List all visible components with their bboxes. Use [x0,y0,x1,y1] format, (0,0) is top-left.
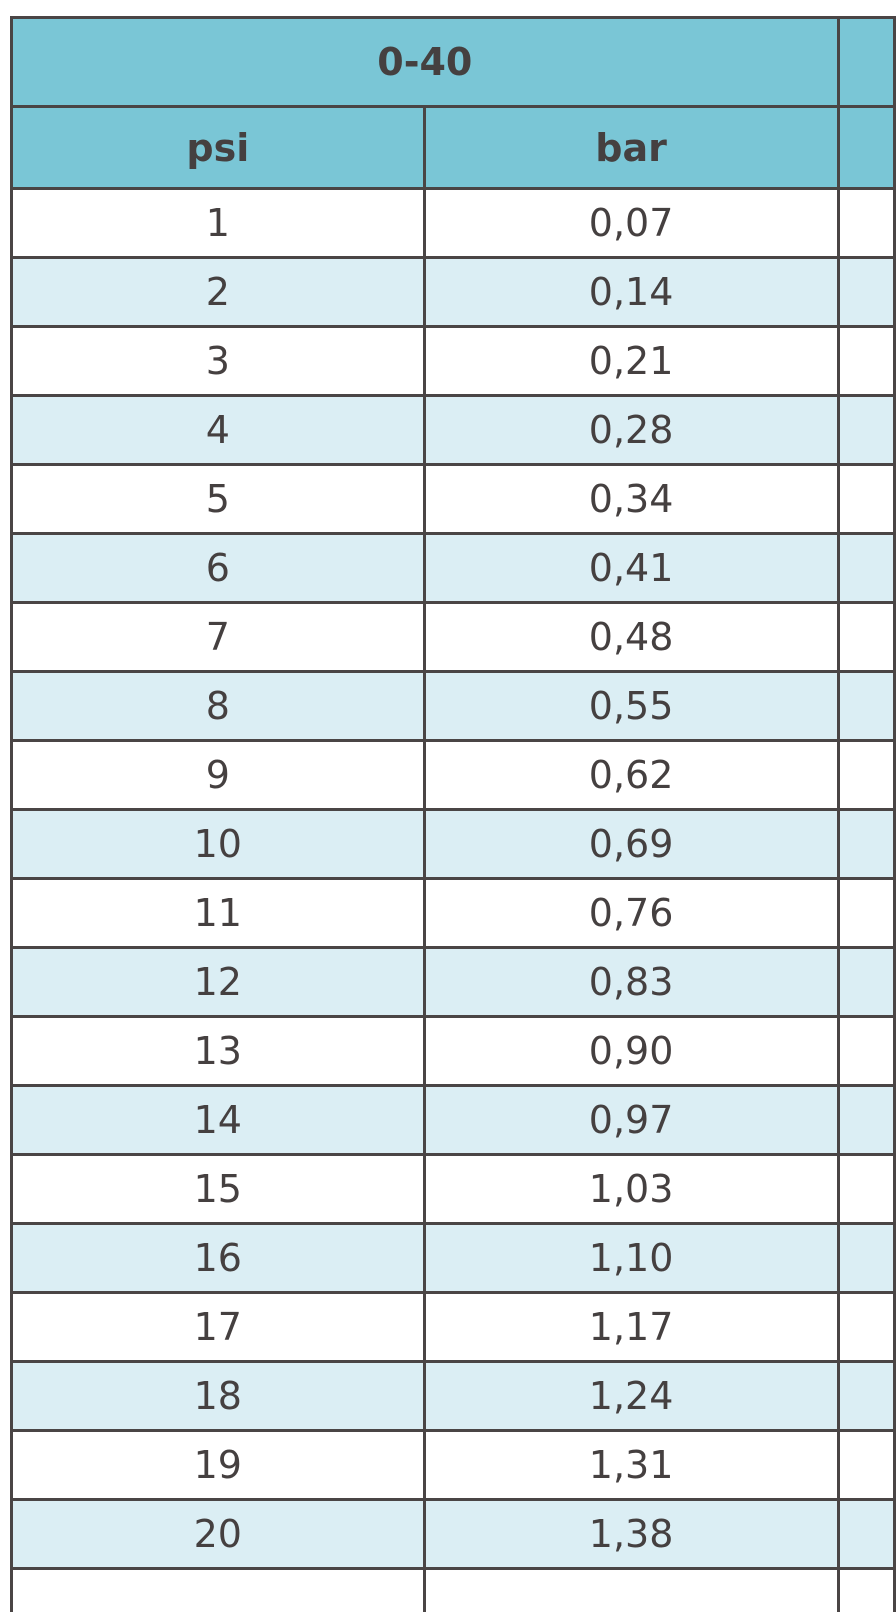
psi-cell: 3 [10,325,426,397]
table-row: 15 1,03 [10,1153,896,1225]
psi-bar-conversion-table: 0-40 psi bar 1 0,07 2 0,14 3 0,21 4 0,28 5 0,34 6 0… [10,16,896,1612]
psi-cell: 17 [10,1291,426,1363]
psi-cell: 16 [10,1222,426,1294]
table-row: 2 0,14 [10,256,896,328]
next-column-cell [836,256,896,328]
psi-cell [10,1567,426,1612]
bar-cell: 1,38 [422,1498,840,1570]
next-column-cell [836,601,896,673]
bar-cell: 0,21 [422,325,840,397]
bar-cell: 0,55 [422,670,840,742]
psi-cell: 14 [10,1084,426,1156]
next-column-cell [836,1015,896,1087]
table-row: 16 1,10 [10,1222,896,1294]
psi-cell: 12 [10,946,426,1018]
table-row: 13 0,90 [10,1015,896,1087]
psi-column-header: psi [10,105,426,190]
psi-cell: 5 [10,463,426,535]
psi-cell: 1 [10,187,426,259]
bar-cell: 0,97 [422,1084,840,1156]
bar-cell: 1,10 [422,1222,840,1294]
next-column-cell [836,946,896,1018]
table-row: 20 1,38 [10,1498,896,1570]
psi-cell: 2 [10,256,426,328]
table-row: 8 0,55 [10,670,896,742]
psi-cell: 19 [10,1429,426,1501]
next-column-cell [836,463,896,535]
table-row: 4 0,28 [10,394,896,466]
next-column-cell [836,808,896,880]
psi-cell: 20 [10,1498,426,1570]
psi-cell: 15 [10,1153,426,1225]
range-header: 0-40 [10,16,840,108]
next-column-cell [836,739,896,811]
range-header-row: 0-40 [10,16,896,108]
bar-cell: 0,76 [422,877,840,949]
table-row: 5 0,34 [10,463,896,535]
next-column-cell [836,1360,896,1432]
table-row: 7 0,48 [10,601,896,673]
bar-cell: 0,41 [422,532,840,604]
next-column-cell [836,187,896,259]
psi-cell: 10 [10,808,426,880]
next-column-cell [836,1498,896,1570]
table-row: 9 0,62 [10,739,896,811]
bar-column-header: bar [422,105,840,190]
bar-cell: 1,31 [422,1429,840,1501]
psi-cell: 8 [10,670,426,742]
next-column-cell [836,1222,896,1294]
table-row: 17 1,17 [10,1291,896,1363]
psi-cell: 6 [10,532,426,604]
table-row: 11 0,76 [10,877,896,949]
table-row: 14 0,97 [10,1084,896,1156]
psi-cell: 9 [10,739,426,811]
bar-cell: 0,69 [422,808,840,880]
bar-cell: 0,07 [422,187,840,259]
bar-cell: 0,83 [422,946,840,1018]
next-column-cell [836,1429,896,1501]
next-column-cell [836,1153,896,1225]
bar-cell: 1,17 [422,1291,840,1363]
bar-cell: 0,62 [422,739,840,811]
next-unit-header [836,105,896,190]
bar-cell: 1,03 [422,1153,840,1225]
table-row: 19 1,31 [10,1429,896,1501]
table-row: 1 0,07 [10,187,896,259]
table-row: 18 1,24 [10,1360,896,1432]
table-row: 3 0,21 [10,325,896,397]
psi-cell: 4 [10,394,426,466]
psi-cell: 7 [10,601,426,673]
next-column-cell [836,394,896,466]
table-row: 10 0,69 [10,808,896,880]
psi-cell: 13 [10,1015,426,1087]
bar-cell: 0,48 [422,601,840,673]
table-row [10,1567,896,1612]
next-column-cell [836,1567,896,1612]
table-row: 6 0,41 [10,532,896,604]
bar-cell: 0,28 [422,394,840,466]
next-column-cell [836,325,896,397]
bar-cell: 0,14 [422,256,840,328]
next-column-cell [836,1291,896,1363]
table-row: 12 0,83 [10,946,896,1018]
psi-cell: 18 [10,1360,426,1432]
bar-cell: 0,90 [422,1015,840,1087]
next-column-cell [836,670,896,742]
unit-header-row: psi bar [10,105,896,190]
next-column-cell [836,1084,896,1156]
bar-cell: 1,24 [422,1360,840,1432]
bar-cell: 0,34 [422,463,840,535]
next-column-cell [836,877,896,949]
bar-cell [422,1567,840,1612]
next-column-cell [836,532,896,604]
psi-cell: 11 [10,877,426,949]
next-range-header [836,16,896,108]
table-body: 1 0,07 2 0,14 3 0,21 4 0,28 5 0,34 6 0,41 7 0,48 8 0,55… [10,187,896,1612]
